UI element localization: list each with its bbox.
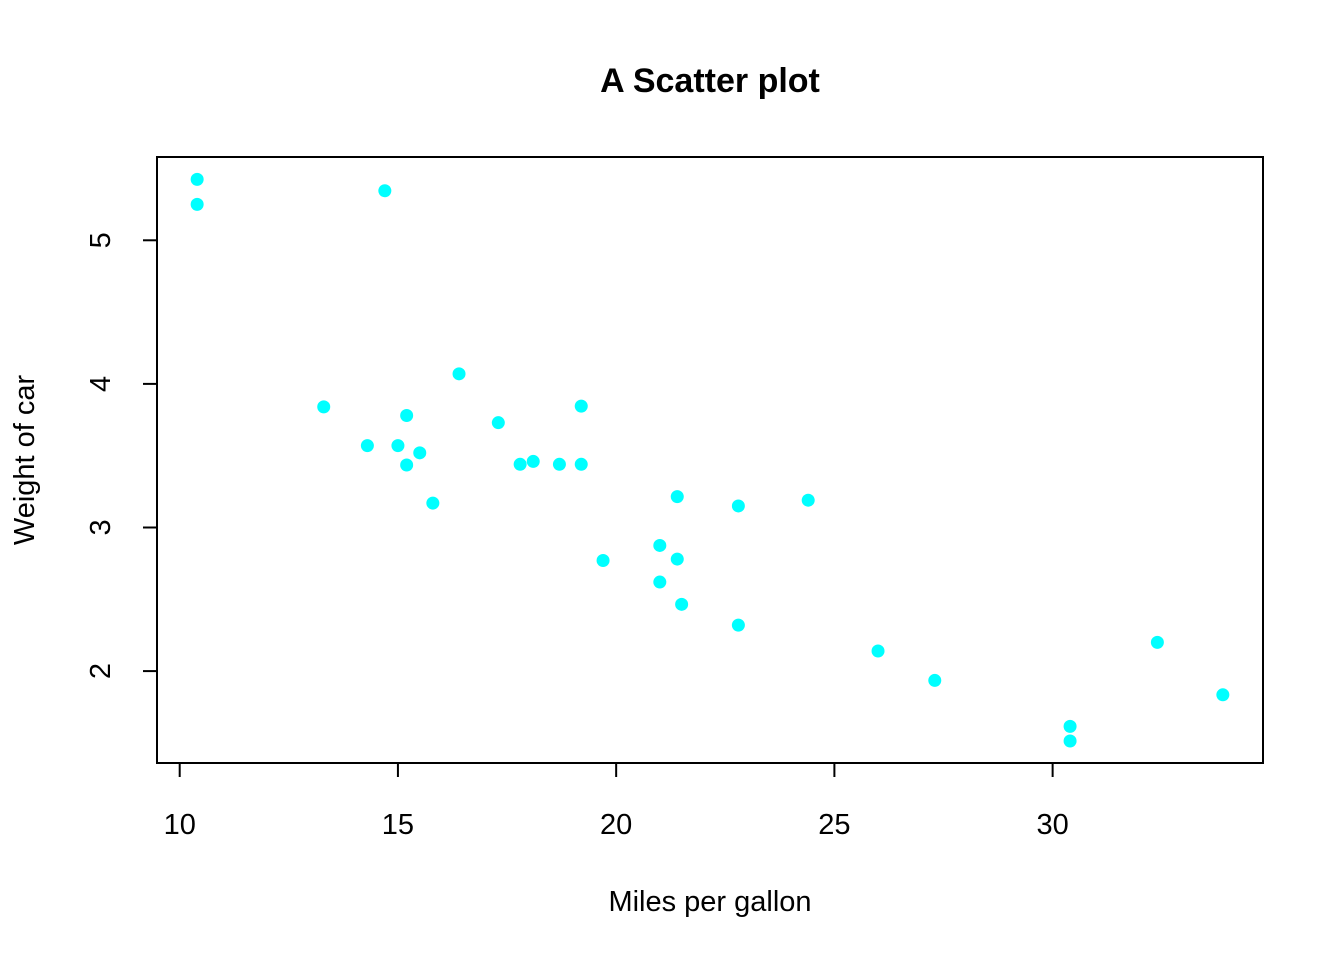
data-point [731, 499, 745, 513]
data-point [552, 457, 566, 471]
data-point [1063, 734, 1077, 748]
x-axis-label: Miles per gallon [608, 886, 811, 918]
data-point [513, 457, 527, 471]
y-tick-label: 2 [85, 663, 117, 679]
x-tick-label: 30 [1036, 809, 1068, 841]
data-point [928, 673, 942, 687]
data-point [526, 454, 540, 468]
data-point [574, 457, 588, 471]
data-point [670, 490, 684, 504]
data-point [1150, 635, 1164, 649]
x-tick-label: 15 [382, 809, 414, 841]
data-point [426, 496, 440, 510]
data-point [1216, 688, 1230, 702]
x-axis: 10 15 20 25 30 [164, 762, 1069, 841]
data-point [391, 439, 405, 453]
y-axis-label: Weight of car [9, 375, 41, 546]
data-point [317, 400, 331, 414]
data-point [596, 554, 610, 568]
data-point [801, 493, 815, 507]
data-point [378, 184, 392, 198]
data-point [1063, 719, 1077, 733]
data-points [190, 172, 1230, 748]
y-tick-label: 3 [85, 519, 117, 535]
data-point [360, 439, 374, 453]
data-point [452, 367, 466, 381]
y-tick-label: 5 [85, 232, 117, 248]
data-point [400, 408, 414, 422]
data-point [871, 644, 885, 658]
data-point [400, 458, 414, 472]
x-tick-label: 20 [600, 809, 632, 841]
data-point [190, 172, 204, 186]
y-axis: 2 3 4 5 [85, 232, 158, 679]
data-point [653, 538, 667, 552]
x-tick-label: 25 [818, 809, 850, 841]
data-point [675, 597, 689, 611]
plot-frame [156, 156, 1264, 764]
data-point [413, 446, 427, 460]
data-point [670, 552, 684, 566]
data-point [190, 197, 204, 211]
data-point [653, 575, 667, 589]
data-point [731, 618, 745, 632]
y-tick-label: 4 [85, 376, 117, 392]
data-point [491, 416, 505, 430]
x-tick-label: 10 [164, 809, 196, 841]
data-point [574, 399, 588, 413]
chart-title: A Scatter plot [600, 62, 820, 100]
